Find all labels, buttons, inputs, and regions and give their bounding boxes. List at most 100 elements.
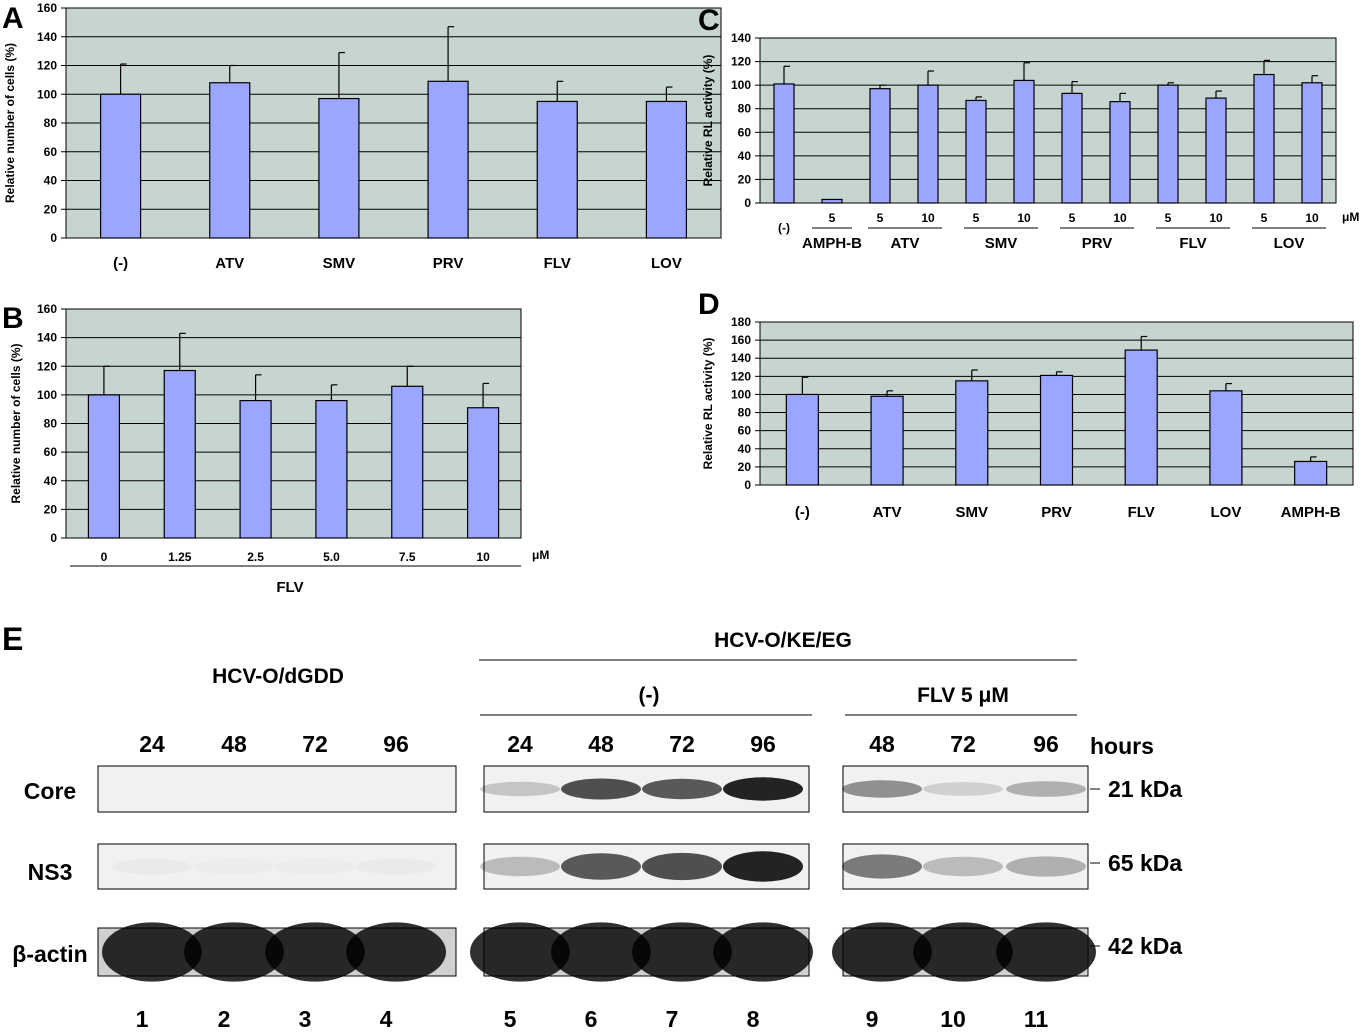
y-tick-label: 20 xyxy=(44,502,58,516)
y-tick-label: 180 xyxy=(731,315,751,329)
y-tick-label: 120 xyxy=(731,55,751,69)
band xyxy=(480,781,560,797)
band xyxy=(561,778,641,800)
band xyxy=(923,782,1003,796)
bar xyxy=(645,100,688,239)
bar xyxy=(427,80,469,239)
band xyxy=(346,922,446,982)
chart-panel-d: 0 20 40 60 80 100 120 140 160 180 D Relative RL act… xyxy=(698,288,1354,521)
band xyxy=(470,922,570,982)
y-axis-label: Relative RL activity (%) xyxy=(701,55,715,187)
y-axis-label: Relative number of cells (%) xyxy=(9,343,23,503)
y-tick-label: 80 xyxy=(44,116,58,130)
bar xyxy=(1157,84,1179,204)
band xyxy=(102,922,202,982)
dose-label: 5 xyxy=(1261,211,1268,225)
lane-number: 7 xyxy=(666,1006,679,1032)
group-label: FLV xyxy=(1179,235,1206,252)
hour-label: 48 xyxy=(869,731,895,757)
group-title: HCV-O/KE/EG xyxy=(714,629,852,652)
y-tick-label: 120 xyxy=(37,59,57,73)
blot-strip xyxy=(97,843,457,890)
x-category-label: SMV xyxy=(323,255,356,272)
y-tick-label: 100 xyxy=(37,87,57,101)
blot-strip xyxy=(842,843,1089,890)
panel-letter: A xyxy=(2,2,24,35)
band xyxy=(480,856,560,877)
y-tick-label: 80 xyxy=(44,417,58,431)
band xyxy=(996,922,1096,982)
y-tick-label: 160 xyxy=(731,333,751,347)
lane-number: 8 xyxy=(747,1006,760,1032)
group-title: HCV-O/dGDD xyxy=(212,665,344,688)
bar xyxy=(536,100,578,239)
bar xyxy=(318,97,360,239)
lane-number: 2 xyxy=(218,1006,231,1032)
y-tick-label: 20 xyxy=(738,172,752,186)
hour-label: 24 xyxy=(507,731,533,757)
y-tick-label: 140 xyxy=(731,31,751,45)
bar xyxy=(1109,101,1131,204)
x-category-label: PRV xyxy=(433,255,464,272)
x-category-label: LOV xyxy=(651,255,682,272)
hour-label: 72 xyxy=(950,731,976,757)
bar xyxy=(87,394,121,539)
x-category-label: SMV xyxy=(956,504,989,521)
y-tick-label: 20 xyxy=(738,460,752,474)
lane-number: 5 xyxy=(504,1006,517,1032)
band xyxy=(265,922,365,982)
panel-letter: E xyxy=(2,621,23,657)
y-axis-label: Relative number of cells (%) xyxy=(3,43,17,203)
y-tick-label: 40 xyxy=(738,442,752,456)
y-tick-label: 140 xyxy=(37,331,57,345)
y-tick-label: 160 xyxy=(37,302,57,316)
x-category-label: 7.5 xyxy=(399,550,416,564)
hours-label: hours xyxy=(1090,733,1154,759)
y-tick-label: 0 xyxy=(744,478,751,492)
band xyxy=(112,858,192,874)
y-tick-label: 120 xyxy=(37,359,57,373)
bar xyxy=(315,400,348,539)
dose-label: 5 xyxy=(973,211,980,225)
band xyxy=(842,780,922,798)
hour-label: 72 xyxy=(302,731,328,757)
row-label: Core xyxy=(24,778,76,804)
group-label: LOV xyxy=(1274,235,1305,252)
panel-letter: D xyxy=(698,288,720,321)
x-category-label: FLV xyxy=(1128,504,1155,521)
y-tick-label: 0 xyxy=(744,196,751,210)
x-category-label: 2.5 xyxy=(247,550,264,564)
x-category-label: ATV xyxy=(873,504,902,521)
band xyxy=(842,854,922,879)
lane-number: 1 xyxy=(136,1006,149,1032)
row-label: NS3 xyxy=(28,859,73,885)
band xyxy=(642,778,722,800)
x-category-label: 0 xyxy=(101,550,108,564)
band xyxy=(642,852,722,881)
y-tick-label: 20 xyxy=(44,202,58,216)
band xyxy=(713,922,813,982)
bar xyxy=(785,393,819,486)
band xyxy=(632,922,732,982)
panel-letter: C xyxy=(698,4,720,37)
bar xyxy=(1209,390,1243,486)
kda-marker: 65 kDa xyxy=(1108,850,1182,876)
y-tick-label: 140 xyxy=(731,351,751,365)
lane-number: 4 xyxy=(380,1006,393,1032)
panel-letter: B xyxy=(2,302,24,335)
y-tick-label: 40 xyxy=(738,149,752,163)
dose-label: 5 xyxy=(829,211,836,225)
y-tick-label: 80 xyxy=(738,406,752,420)
y-tick-label: 100 xyxy=(37,388,57,402)
y-tick-label: 0 xyxy=(50,231,57,245)
band xyxy=(723,777,803,801)
y-tick-label: 60 xyxy=(44,145,58,159)
y-tick-label: 40 xyxy=(44,174,58,188)
band xyxy=(832,922,932,982)
bar xyxy=(773,83,795,204)
subgroup-title: (-) xyxy=(639,684,660,707)
y-tick-label: 80 xyxy=(738,102,752,116)
plot-area xyxy=(759,37,1337,204)
band xyxy=(561,853,641,880)
